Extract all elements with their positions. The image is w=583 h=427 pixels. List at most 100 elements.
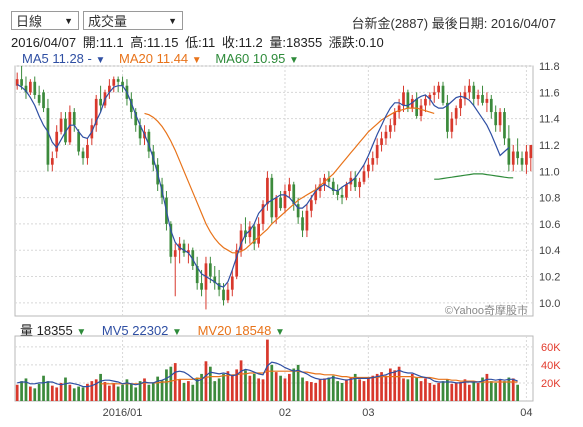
date-tick-label: 2016/01: [103, 407, 143, 419]
candle-body: [15, 79, 19, 86]
candle: [388, 118, 392, 139]
candle: [77, 129, 81, 156]
legend-mv20: MV20 18548 ▼: [197, 323, 285, 338]
volume-bar: [108, 385, 111, 401]
volume-bar: [450, 383, 454, 401]
volume-bar: [516, 384, 519, 401]
candle: [182, 239, 186, 257]
volume-bar: [147, 384, 151, 401]
candle-body: [467, 85, 471, 93]
candle-body: [296, 204, 300, 218]
candle: [358, 177, 361, 198]
candle: [279, 191, 282, 211]
candle-body: [208, 263, 212, 277]
volume-grid: [14, 335, 534, 402]
volume-bar: [388, 368, 392, 401]
candle-body: [301, 217, 304, 231]
candle-body: [72, 112, 76, 126]
candle-body: [489, 98, 493, 113]
volume-bar: [90, 381, 94, 401]
volume-bar: [244, 370, 247, 401]
date-tick-label: 02: [279, 407, 291, 419]
candle: [397, 98, 401, 119]
volume-ma-lines: [17, 361, 518, 388]
indicator-select[interactable]: 成交量 ▼: [83, 11, 183, 30]
volume-bar: [248, 375, 252, 401]
price-tick-label: 10.0: [539, 298, 560, 310]
arrow-down-icon: ▼: [289, 55, 299, 66]
candle-body: [485, 98, 489, 103]
candle-body: [20, 79, 23, 86]
candle-body: [195, 266, 199, 284]
candle: [261, 200, 265, 231]
candle-body: [266, 177, 269, 205]
quote-high: 高:11.15: [130, 35, 179, 50]
volume-bar: [446, 379, 449, 401]
volume-bar: [358, 379, 361, 401]
period-select[interactable]: 日線 ▼: [11, 11, 79, 30]
candle: [336, 184, 340, 201]
candle: [441, 81, 445, 106]
candle: [108, 79, 111, 99]
volume-bar: [81, 387, 85, 401]
candle: [29, 79, 32, 95]
candle-body: [270, 177, 274, 218]
candle: [226, 283, 230, 303]
mv20-line: [100, 370, 518, 385]
candle-body: [138, 125, 142, 139]
volume-bar: [371, 375, 375, 401]
candle-body: [511, 151, 515, 165]
candle-body: [213, 276, 217, 284]
volume-bar: [20, 381, 23, 401]
legend-volume: 量 18355 ▼: [20, 323, 87, 338]
volume-bar: [274, 372, 278, 401]
candle: [520, 151, 524, 172]
arrow-down-icon: ▼: [76, 327, 87, 338]
price-tick-label: 11.4: [539, 114, 560, 126]
volume-bar: [441, 381, 445, 401]
volume-tick-label: 40K: [541, 360, 561, 372]
candle: [301, 210, 304, 238]
volume-bar: [314, 382, 318, 401]
volume-bar: [195, 377, 199, 401]
candle-body: [129, 98, 133, 113]
candle-body: [108, 85, 111, 93]
candle: [20, 66, 23, 90]
quote-line: 2016/04/07 開:11.1 高:11.15 低:11 收:11.2 量:…: [11, 32, 387, 51]
volume-bar: [279, 375, 282, 401]
candle-body: [331, 181, 335, 191]
candle-body: [235, 250, 239, 277]
candle: [314, 184, 318, 205]
volume-bar: [156, 376, 160, 401]
candle: [55, 125, 59, 159]
volume-bar: [288, 373, 291, 401]
candle-body: [112, 79, 116, 86]
candle-body: [222, 289, 225, 301]
candle-body: [450, 118, 454, 132]
candle-body: [239, 230, 243, 251]
candle-body: [384, 131, 388, 139]
candle-body: [257, 223, 260, 244]
volume-bar: [283, 378, 287, 401]
stock-header: 台新金(2887) 最後日期: 2016/04/07: [351, 13, 556, 32]
candle-body: [397, 105, 401, 113]
candle-body: [476, 94, 480, 99]
volume-bar: [178, 379, 181, 401]
legend-ma5: MA5 11.28 - ▼: [22, 51, 106, 66]
legend-ma20: MA20 11.44 ▼: [119, 51, 202, 66]
candle-body: [46, 108, 50, 165]
volume-bar: [301, 377, 304, 401]
volume-bar: [323, 378, 326, 401]
volume-bar: [472, 381, 476, 401]
candle: [463, 85, 467, 106]
arrow-down-icon: ▼: [274, 327, 285, 338]
candle: [15, 72, 19, 90]
candle: [511, 144, 515, 172]
candle-body: [50, 158, 54, 165]
axes: 10.0 10.2 10.4 10.6 10.8 11.0 11.2 11.4 11.6 11.8…: [103, 61, 562, 419]
mv5-line: [17, 361, 518, 388]
volume-bar: [340, 382, 344, 401]
candle-body: [173, 250, 177, 257]
volume-bar: [331, 375, 335, 401]
candle-body: [274, 197, 278, 218]
